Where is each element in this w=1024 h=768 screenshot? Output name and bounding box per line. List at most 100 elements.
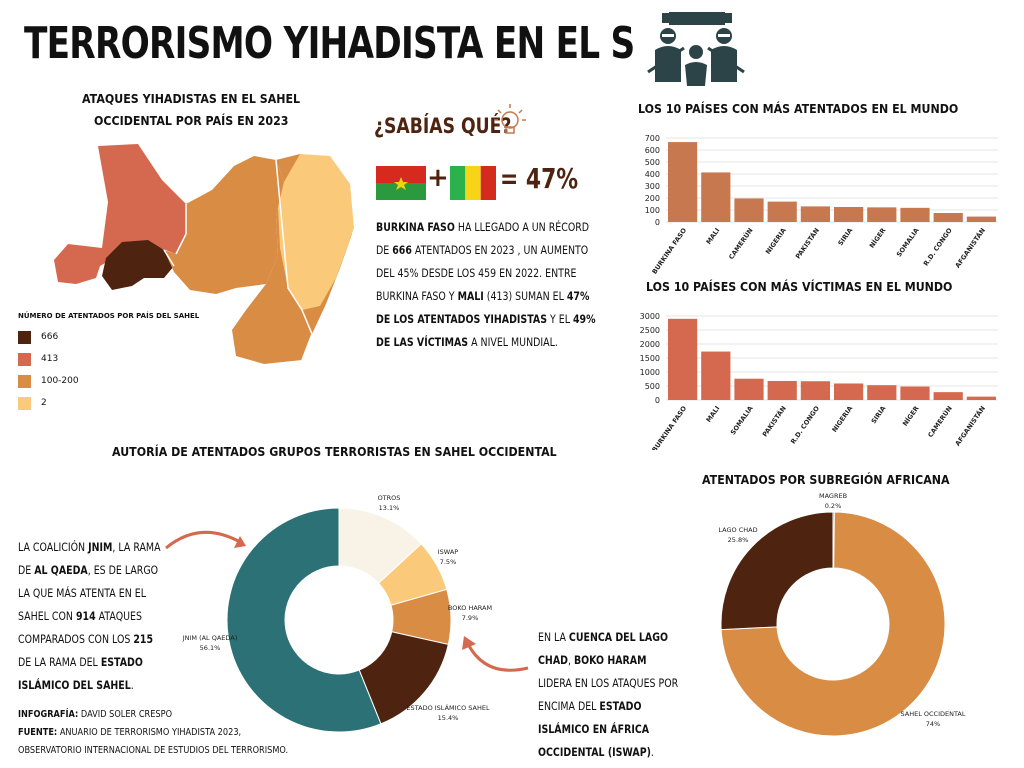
text-run: ATENTADOS EN 2023 , UN AUMENTO DEL 45% D… — [376, 243, 589, 303]
y-tick-label: 600 — [645, 146, 660, 155]
chart2-title: LOS 10 PAÍSES CON MÁS VÍCTIMAS EN EL MUN… — [646, 280, 953, 294]
legend-item: 100-200 — [18, 374, 79, 388]
y-tick-label: 500 — [645, 382, 660, 391]
slice-value: 74% — [926, 720, 940, 728]
slice-value: 13.1% — [379, 504, 400, 512]
y-tick-label: 1000 — [640, 368, 660, 377]
bar — [667, 142, 698, 222]
y-tick-label: 3000 — [640, 312, 660, 321]
text-run: EN LA — [538, 630, 569, 644]
y-tick-label: 500 — [645, 158, 660, 167]
credits-fuente-line2: OBSERVATORIO INTERNACIONAL DE ESTUDIOS D… — [18, 745, 289, 756]
x-tick-label: R.D. CONGO — [789, 404, 821, 445]
x-tick-label: BURKINA FASO — [651, 404, 689, 450]
slice-label: OTROS — [378, 494, 401, 502]
chart1-title: LOS 10 PAÍSES CON MÁS ATENTADOS EN EL MU… — [638, 102, 959, 116]
map-country-east — [278, 154, 354, 310]
emphasis-text: 215 — [133, 632, 154, 646]
bar — [701, 351, 731, 400]
bar — [966, 216, 997, 222]
bar — [867, 385, 897, 400]
y-tick-label: 2500 — [640, 326, 660, 335]
y-tick-label: 2000 — [640, 340, 660, 349]
legend-label: 2 — [41, 398, 47, 408]
bar — [933, 392, 963, 400]
map-legend: Número de atentados por país del Sahel 6… — [18, 312, 218, 412]
donut-slice — [226, 507, 382, 733]
x-tick-label: CAMERÚN — [726, 226, 754, 261]
text-run: LA COALICIÓN — [18, 540, 89, 554]
legend-swatch — [18, 352, 31, 366]
emphasis-text: BOKO HARAM — [573, 653, 647, 667]
bar — [800, 381, 831, 400]
slice-value: 56.1% — [200, 644, 221, 652]
emphasis-text: 47% DE LOS ATENTADOS YIHADISTAS — [376, 289, 590, 326]
bar — [667, 318, 698, 400]
legend-swatch — [18, 374, 31, 388]
chart4-title: ATENTADOS POR SUBREGIÓN AFRICANA — [702, 473, 950, 487]
x-tick-label: BURKINA FASO — [651, 226, 689, 276]
text-run: ATAQUES COMPARADOS CON LOS — [18, 609, 142, 646]
map-country-niger — [164, 156, 284, 294]
y-tick-label: 300 — [645, 182, 660, 191]
y-tick-label: 100 — [645, 206, 660, 215]
legend-label: 666 — [41, 332, 59, 342]
page-title-text: TERRORISMO YIHADISTA EN EL SAHEL — [24, 18, 634, 69]
x-tick-label: AFGANISTÁN — [953, 404, 987, 447]
slice-value: 7.5% — [440, 558, 457, 566]
x-tick-label: NIGERIA — [764, 227, 788, 256]
legend-label: 100-200 — [41, 376, 79, 386]
emphasis-text: JNIM — [88, 540, 113, 554]
terrorists-icon — [647, 12, 745, 86]
x-tick-label: SOMALIA — [729, 405, 755, 437]
equals-47-percent: = 47% — [500, 162, 579, 195]
authorship-donut-chart: OTROS 13.1% ISWAP 7.5% BOKO HARAM 7.9% ESTADO … — [182, 494, 492, 733]
emphasis-text: 666 — [392, 243, 412, 257]
bar — [900, 207, 930, 222]
bar — [833, 383, 864, 400]
bar — [767, 201, 797, 222]
x-tick-label: AFGANISTÁN — [953, 226, 987, 269]
victims-bar-chart: 0 500 1000 1500 2000 2500 3000 BURKINA FASO MALI… — [640, 312, 998, 450]
x-tick-label: SIRIA — [870, 405, 888, 426]
credits: INFOGRAFÍA: DAVID SOLER CRESPO FUENTE: A… — [18, 706, 362, 760]
text-run: . — [130, 678, 134, 692]
map-title-line1: ATAQUES YIHADISTAS EN EL SAHEL — [82, 92, 301, 106]
y-tick-label: 0 — [655, 218, 660, 227]
x-tick-label: PAKISTÁN — [793, 226, 821, 260]
y-tick-label: 700 — [645, 134, 660, 143]
text-run: , ES DE LARGO LA QUE MÁS ATENTA EN EL SA… — [18, 563, 159, 623]
burkina-faso-flag-icon — [376, 166, 426, 200]
legend-item: 2 — [18, 396, 47, 410]
y-tick-label: 400 — [645, 170, 660, 179]
jnim-note: LA COALICIÓN JNIM, LA RAMA DE AL QAEDA, … — [18, 536, 162, 697]
did-you-know-heading: ¿SABÍAS QUÉ? — [374, 114, 512, 138]
slice-label: ESTADO ISLÁMICO SAHEL — [406, 703, 490, 712]
lightbulb-icon — [494, 104, 526, 134]
authorship-title: AUTORÍA DE ATENTADOS GRUPOS TERRORISTAS … — [112, 445, 557, 459]
x-tick-label: MALI — [705, 405, 722, 424]
slice-label: LAGO CHAD — [718, 526, 757, 534]
text-run: . — [650, 745, 654, 759]
text-run: A NIVEL MUNDIAL. — [468, 335, 558, 349]
emphasis-text: AL QAEDA — [34, 563, 88, 577]
attacks-bar-chart: 0 100 200 300 400 500 600 700 BURKINA FASO MALI CA… — [645, 134, 998, 276]
legend-swatch — [18, 330, 31, 344]
emphasis-text: ESTADO ISLÁMICO DEL SAHEL — [18, 655, 143, 692]
text-run: (413) SUMAN EL — [483, 289, 567, 303]
bar — [767, 380, 797, 400]
text-run: HA LLEGADO A UN RÉCORD DE — [376, 220, 590, 257]
slice-label: JNIM (AL QAEDA) — [182, 634, 238, 642]
legend-label: 413 — [41, 354, 59, 364]
x-tick-label: CAMERÚN — [926, 404, 954, 439]
bar — [734, 378, 764, 400]
emphasis-text: CUENCA DEL LAGO CHAD — [538, 630, 668, 667]
bar — [734, 198, 764, 222]
text-run: DE LA RAMA DEL — [18, 655, 101, 669]
donut-slice — [720, 511, 946, 737]
did-you-know-paragraph: BURKINA FASO HA LLEGADO A UN RÉCORD DE 6… — [376, 216, 597, 354]
credits-infografia: INFOGRAFÍA: DAVID SOLER CRESPO — [18, 709, 173, 720]
slice-label: ISWAP — [438, 548, 459, 556]
emphasis-text: 914 — [75, 609, 96, 623]
credits-fuente: FUENTE: ANUARIO DE TERRORISMO YIHADISTA … — [18, 727, 242, 738]
